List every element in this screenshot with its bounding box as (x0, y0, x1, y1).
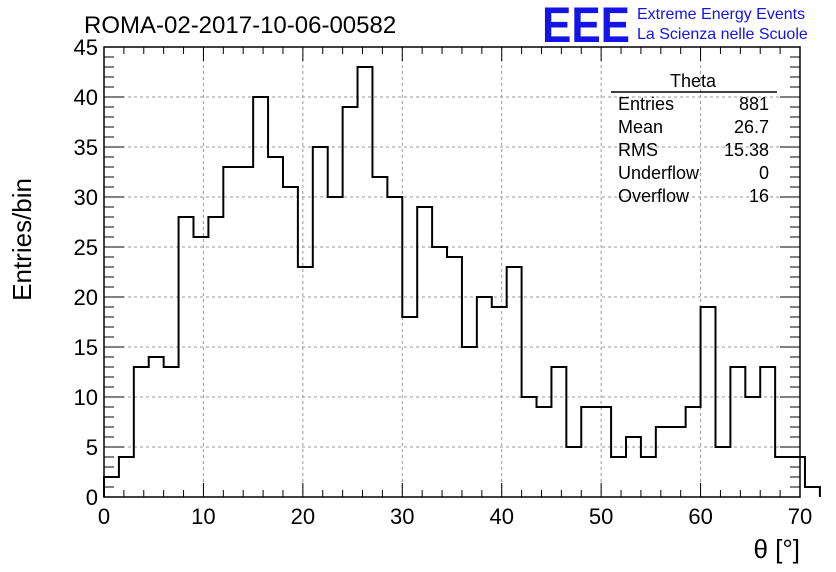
y-tick-label: 25 (74, 235, 98, 260)
x-axis-title: θ [°] (753, 534, 800, 564)
y-tick-label: 45 (74, 35, 98, 60)
histogram-bin (507, 267, 522, 497)
x-tick-label: 10 (191, 504, 215, 529)
x-tick-label: 20 (291, 504, 315, 529)
y-axis-title: Entries/bin (7, 178, 37, 301)
y-tick-labels: 0 5 10 15 20 25 30 35 40 45 (74, 35, 98, 510)
histogram-bin (551, 367, 566, 497)
stats-row-value: 881 (739, 94, 769, 114)
stats-row-value: 0 (759, 163, 769, 183)
x-tick-label: 60 (688, 504, 712, 529)
stats-row-label: RMS (618, 140, 658, 160)
histogram-bin (179, 217, 194, 497)
histogram-bin (611, 457, 626, 497)
histogram-bin (358, 67, 373, 497)
histogram-bin (805, 487, 820, 497)
stats-box: Theta Entries 881 Mean 26.7 RMS 15.38 Underflo… (611, 71, 777, 206)
x-tick-label: 70 (788, 504, 812, 529)
stats-row-label: Mean (618, 117, 663, 137)
histogram-bin (208, 217, 223, 497)
histogram-bin (268, 157, 283, 497)
histogram-bin (149, 357, 164, 497)
x-tick-labels: 0 10 20 30 40 50 60 70 (98, 504, 812, 529)
histogram-bin (432, 247, 447, 497)
y-tick-label: 30 (74, 185, 98, 210)
histogram-layer (103, 66, 821, 497)
histogram-bin (402, 317, 417, 497)
histogram-bin (447, 257, 462, 497)
histogram-bin (566, 447, 581, 497)
histogram-outline (103, 66, 821, 497)
histogram-bin (283, 187, 298, 497)
stats-row-value: 15.38 (724, 140, 769, 160)
y-tick-label: 5 (86, 435, 98, 460)
histogram-bin (522, 397, 537, 497)
stats-box-title: Theta (670, 71, 717, 91)
histogram-bin (417, 207, 432, 497)
run-title: ROMA-02-2017-10-06-00582 (84, 12, 396, 39)
grid-layer (104, 47, 800, 497)
eee-logo-text: EEE (542, 0, 630, 53)
histogram-bin (596, 407, 611, 497)
histogram-bin (372, 177, 387, 497)
x-tick-label: 40 (489, 504, 513, 529)
histogram-bin (581, 407, 596, 497)
histogram-bin (462, 347, 477, 497)
histogram-bin (164, 367, 179, 497)
histogram-bin (775, 457, 790, 497)
stats-row-value: 26.7 (734, 117, 769, 137)
histogram-bin (343, 107, 358, 497)
stats-rows: Entries 881 Mean 26.7 RMS 15.38 Underflow 0 Over… (618, 94, 769, 206)
histogram-bin (119, 457, 134, 497)
histogram-bin (193, 237, 208, 497)
eee-logo-line2: La Scienza nelle Scuole (637, 26, 808, 43)
histogram-bin (134, 367, 149, 497)
eee-logo: EEE Extreme Energy Events La Scienza nel… (542, 0, 808, 53)
histogram-bin (641, 457, 656, 497)
histogram-bin (671, 427, 686, 497)
stats-row-value: 16 (749, 186, 769, 206)
stats-row-label: Overflow (618, 186, 690, 206)
histogram-bin (656, 427, 671, 497)
histogram-bin (730, 367, 745, 497)
histogram-bin (760, 367, 775, 497)
x-tick-label: 30 (390, 504, 414, 529)
histogram-bin (686, 407, 701, 497)
stats-row-label: Underflow (618, 163, 700, 183)
x-tick-label: 50 (589, 504, 613, 529)
histogram-bin (715, 447, 730, 497)
histogram-bin (537, 407, 552, 497)
histogram-bin (298, 267, 313, 497)
histogram-bin (313, 147, 328, 497)
y-tick-label: 20 (74, 285, 98, 310)
x-tick-label: 0 (98, 504, 110, 529)
y-tick-label: 15 (74, 335, 98, 360)
eee-logo-line1: Extreme Energy Events (637, 6, 805, 23)
tick-layer (103, 46, 801, 498)
stats-row-label: Entries (618, 94, 674, 114)
y-tick-label: 35 (74, 135, 98, 160)
histogram-bin (626, 437, 641, 497)
plot-frame (103, 46, 801, 498)
y-tick-label: 0 (86, 485, 98, 510)
y-tick-label: 10 (74, 385, 98, 410)
histogram-bin (492, 307, 507, 497)
histogram-bin (701, 307, 716, 497)
y-tick-label: 40 (74, 85, 98, 110)
